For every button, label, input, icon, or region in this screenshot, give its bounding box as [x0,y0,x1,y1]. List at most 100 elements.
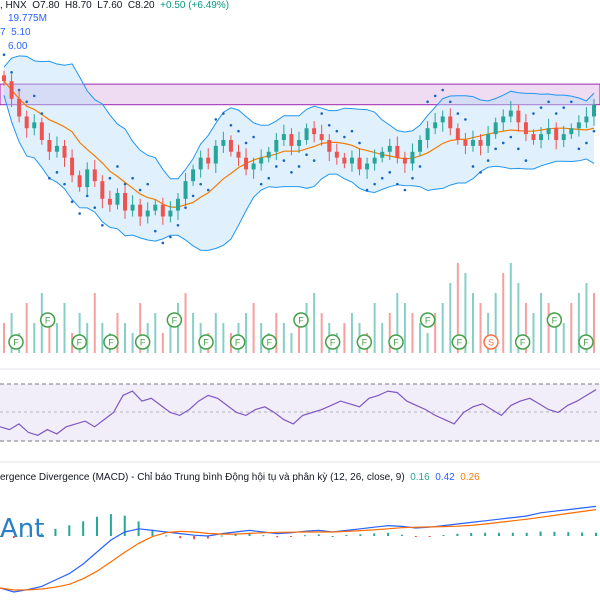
volume-bar [124,323,127,353]
event-label: F [330,338,336,348]
macd-hist-bar [470,532,473,536]
sar-dot [471,165,475,168]
split-event-icon: S [483,334,499,350]
event-label: S [488,338,494,348]
macd-hist-bar [581,532,584,536]
candle [546,118,551,140]
candle [2,70,6,86]
candle [418,135,423,157]
candle-body [569,128,574,135]
candle-body [39,122,44,140]
candle [266,147,271,163]
sar-dot [570,100,573,104]
event-circle [578,334,594,350]
low-value: L7.60 [97,0,123,11]
candle-body [183,181,188,199]
volume-bar [78,313,81,353]
macd-title: ergence Divergence (MACD) - Chỉ báo Trun… [0,472,405,483]
candle-body [2,75,6,82]
event-label: F [172,316,178,326]
high-value: H8.70 [65,0,92,11]
financials-event-icon: F [71,334,88,350]
financials-event-icon: F [578,334,594,350]
sar-dot [138,188,142,192]
sar-dot [184,206,187,209]
volume-bar [494,293,497,353]
event-label: F [520,338,526,348]
candle-body [470,140,475,146]
candle [206,148,211,170]
sar-dot [547,100,550,104]
exchange-label: , HNX [0,0,27,11]
financials-event-icon: F [39,312,56,328]
event-circle [293,312,309,328]
candle-body [130,204,135,211]
candle [516,104,521,132]
sar-dot [494,147,497,151]
candle-body [107,198,112,205]
financials-event-icon: F [419,312,436,328]
event-circle [388,334,404,350]
volume-bar [169,323,172,353]
signal-line [0,509,597,591]
volume-bar [585,283,588,353]
macd-hist-bar [96,516,99,536]
candle-body [85,169,90,188]
candle [342,152,347,169]
event-circle [166,312,183,328]
candle-body [175,198,180,211]
candle [349,150,354,172]
candle [191,164,196,186]
volume-bar [381,323,384,353]
volume-bar [517,283,520,353]
candle-body [395,145,400,158]
sar-dot [237,129,240,133]
candle [493,117,498,139]
sar-dot [464,118,467,121]
candle [221,131,226,153]
sar-dot [48,176,51,180]
candle [523,114,528,142]
event-circle [419,312,436,328]
candle [592,98,596,126]
candle [92,160,97,188]
sar-dot [146,182,150,186]
indicator-value-3: 6.00 [8,41,28,52]
candle-body [501,116,506,123]
event-circle [8,334,24,350]
candle-body [160,204,165,217]
candle-body [24,116,29,129]
sar-dot [259,182,263,186]
volume-bar [154,313,157,353]
candle-body [561,134,566,140]
volume-bar [479,303,482,353]
sar-dot [85,194,89,198]
candle [236,144,241,166]
sar-dot [532,112,535,115]
candle-body [123,192,128,211]
candle-body [418,140,423,152]
sar-dot [10,71,13,74]
sar-dot [93,206,97,209]
volume-bar [555,313,558,353]
candle [274,132,279,160]
sar-dot [32,94,36,98]
macd-hist-bar [179,536,182,539]
macd-hist-bar [539,531,542,536]
candle [312,121,317,143]
candle-body [584,116,589,123]
sar-dot [131,176,134,180]
macd-hist-bar [220,535,223,537]
indicator-value-2: 7 5.10 [0,27,31,38]
candle [24,110,29,138]
candle [145,202,150,224]
candle [54,136,59,158]
volume-bar [388,313,391,353]
volume-bar [419,323,422,353]
event-circle [39,312,56,328]
candle [115,188,120,210]
candle [85,162,90,196]
macd-hist-bar [456,533,459,536]
candle-body [62,145,67,158]
